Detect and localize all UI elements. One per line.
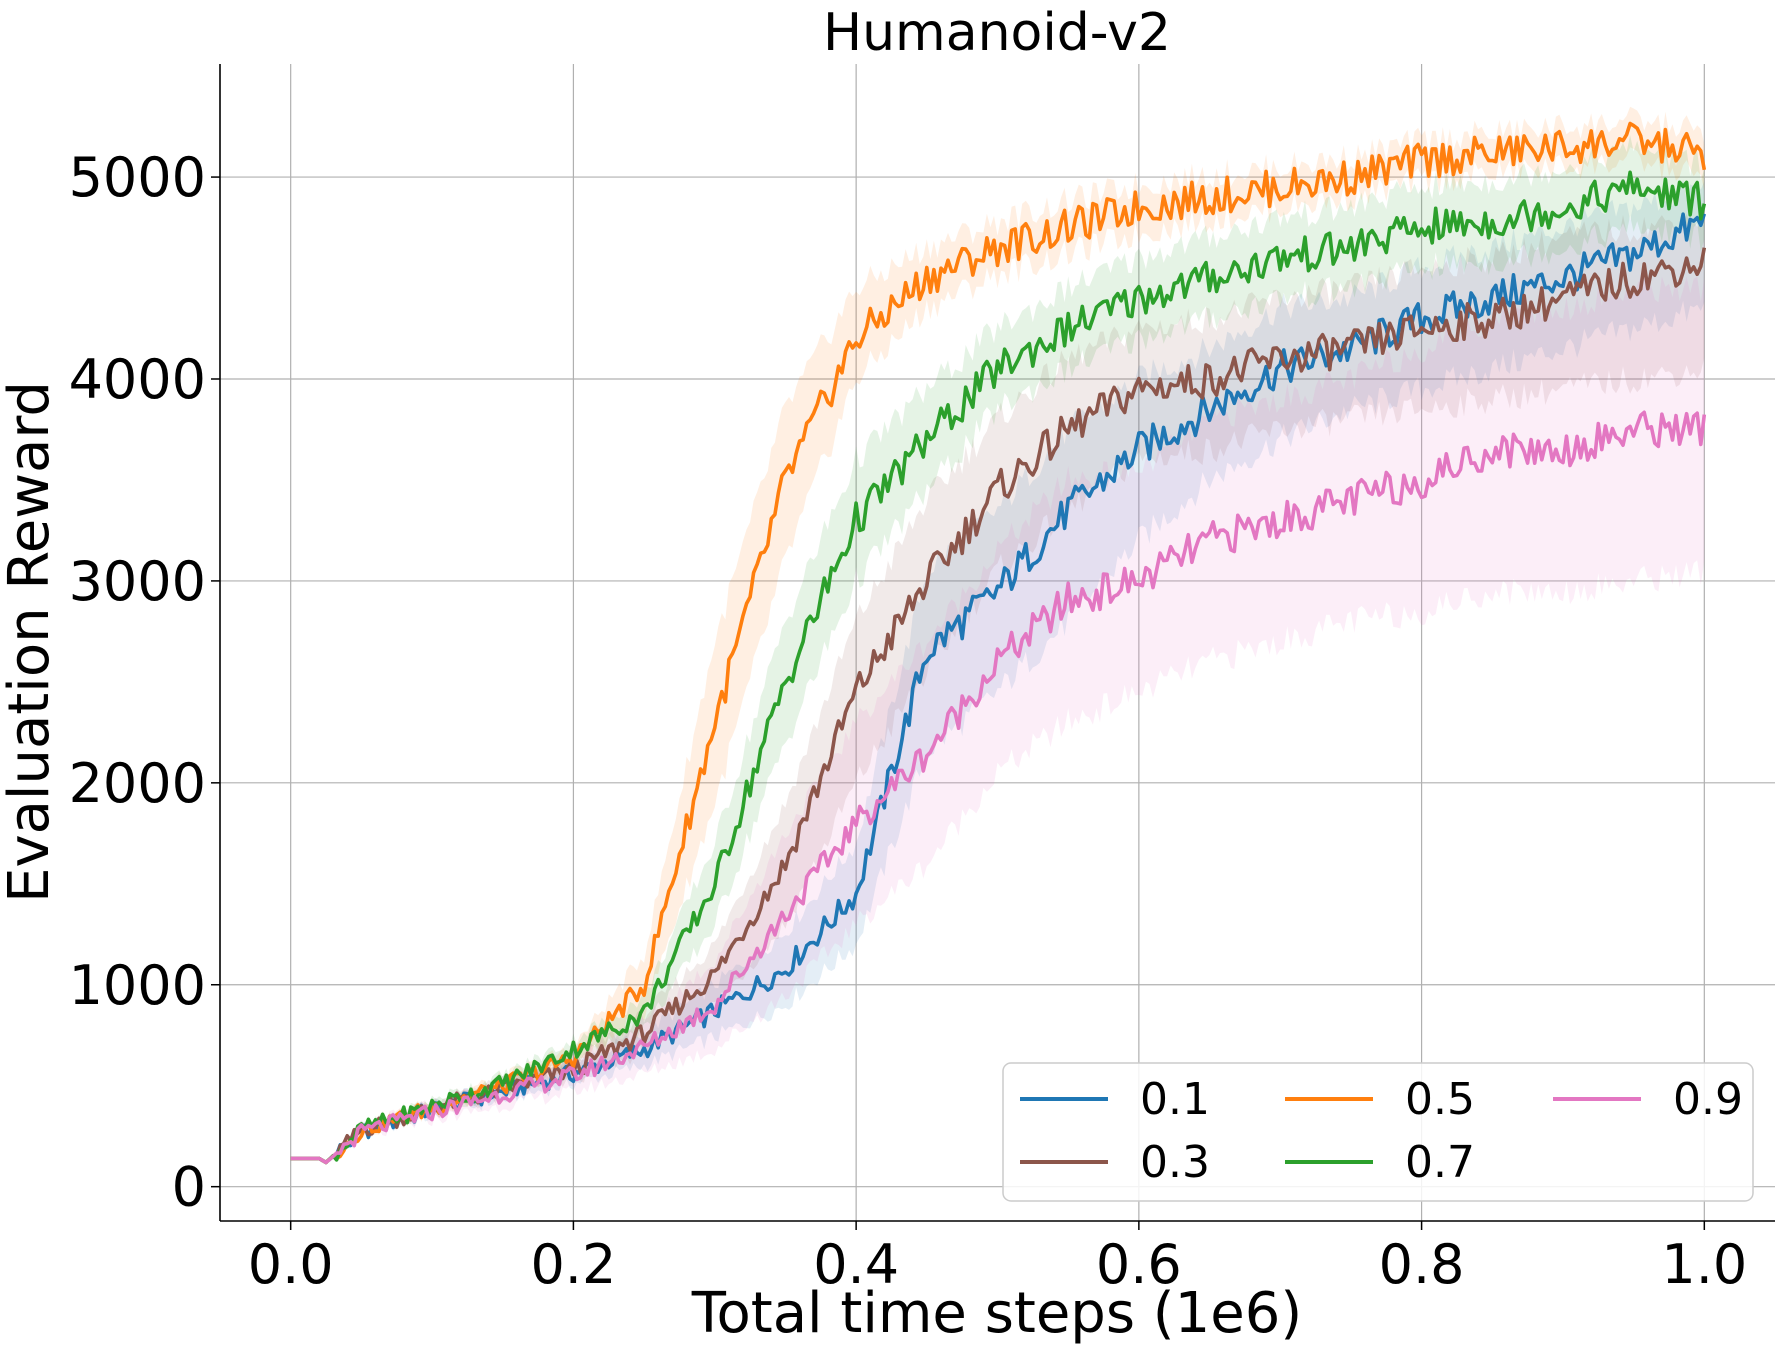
legend-box (1002, 1062, 1754, 1202)
band-0.1 (290, 179, 1705, 1165)
line-series-0.3 (290, 247, 1707, 1165)
y-tick-label: 1000 (69, 954, 206, 1017)
y-ticks: 0 1000 2000 3000 4000 5000 (69, 146, 220, 1219)
axes (219, 64, 1775, 1222)
x-tick-label: 0.6 (1096, 1233, 1182, 1296)
band-0.3 (290, 206, 1705, 1165)
x-axis-label: Total time steps (1e6) (691, 1281, 1302, 1346)
grid (220, 64, 1775, 1221)
x-tick-label: 1.0 (1661, 1233, 1747, 1296)
x-ticks: 0.0 0.2 0.4 0.6 0.8 1.0 (248, 1221, 1747, 1296)
legend-label-0.1: 0.1 (1140, 1074, 1210, 1125)
x-tick-label: 0.0 (248, 1233, 334, 1296)
legend: 0.1 0.5 0.9 0.3 0.7 (1002, 1062, 1754, 1202)
y-tick-label: 0 (172, 1156, 206, 1219)
y-axis-label: Evaluation Reward (0, 381, 62, 903)
legend-label-0.5: 0.5 (1405, 1074, 1475, 1125)
series-lines (290, 121, 1707, 1165)
y-tick-label: 3000 (69, 550, 206, 613)
x-tick-label: 0.8 (1379, 1233, 1465, 1296)
legend-label-0.7: 0.7 (1405, 1137, 1475, 1188)
line-series-0.7 (290, 170, 1707, 1165)
x-tick-label: 0.4 (813, 1233, 899, 1296)
line-series-0.9 (290, 410, 1707, 1165)
legend-label-0.9: 0.9 (1673, 1074, 1743, 1125)
x-tick-label: 0.2 (530, 1233, 616, 1296)
y-tick-label: 5000 (69, 146, 206, 209)
band-0.7 (290, 135, 1705, 1165)
y-tick-label: 4000 (69, 348, 206, 411)
legend-label-0.3: 0.3 (1140, 1137, 1210, 1188)
y-tick-label: 2000 (69, 752, 206, 815)
chart-title: Humanoid-v2 (823, 3, 1171, 63)
